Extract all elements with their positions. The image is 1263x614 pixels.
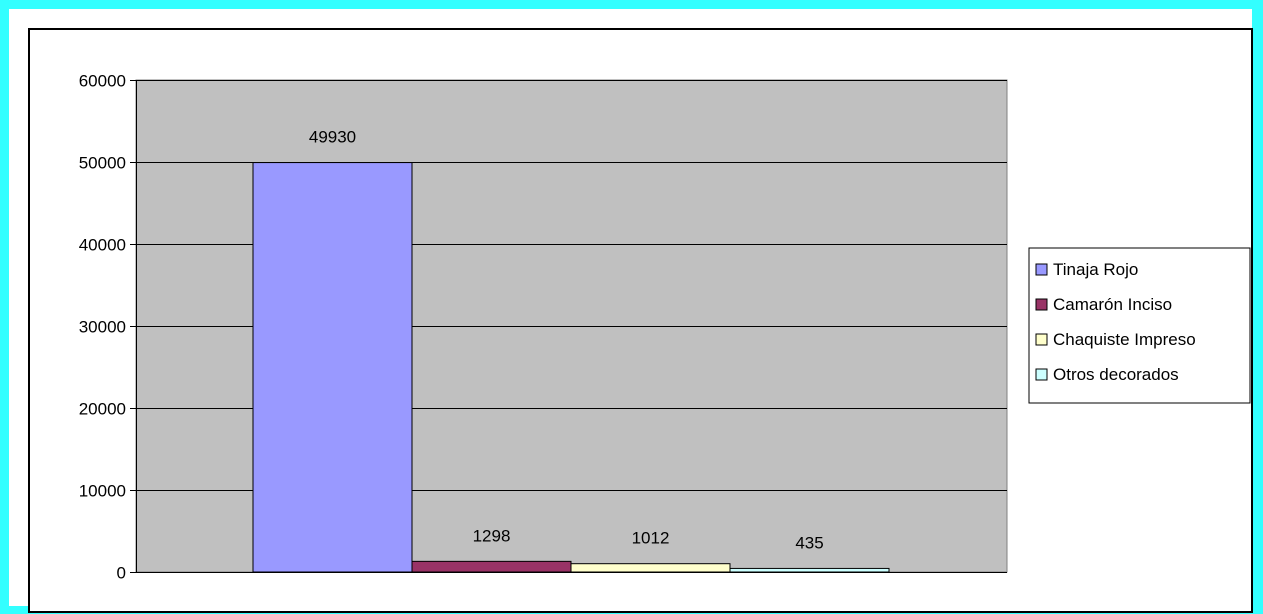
legend-swatch [1035, 298, 1048, 311]
y-tick-label: 40000 [79, 236, 126, 255]
y-tick-label: 10000 [79, 482, 126, 501]
y-tick-label: 60000 [79, 72, 126, 91]
y-tick-label: 50000 [79, 154, 126, 173]
y-tick-label: 20000 [79, 400, 126, 419]
legend-label: Otros decorados [1053, 365, 1179, 384]
data-label: 435 [795, 533, 823, 552]
bar [411, 560, 572, 573]
legend-swatch [1035, 333, 1048, 346]
chart-area: 0 10000 20000 30000 40000 50000 60000 49930 1298… [28, 28, 1253, 613]
bar [570, 563, 731, 573]
bar [252, 162, 413, 573]
legend-label: Chaquiste Impreso [1053, 330, 1196, 349]
data-label: 1012 [632, 529, 670, 548]
legend-swatch [1035, 368, 1048, 381]
legend-label: Camarón Inciso [1053, 295, 1172, 314]
data-label: 49930 [309, 128, 356, 147]
y-tick-label: 30000 [79, 318, 126, 337]
legend-label: Tinaja Rojo [1053, 260, 1138, 279]
data-label: 1298 [473, 526, 511, 545]
legend-swatch [1035, 263, 1048, 276]
legend-box [1028, 247, 1251, 404]
bar-chart: 0 10000 20000 30000 40000 50000 60000 49930 1298… [79, 72, 1251, 583]
bar [729, 567, 890, 573]
y-tick-label: 0 [117, 564, 126, 583]
